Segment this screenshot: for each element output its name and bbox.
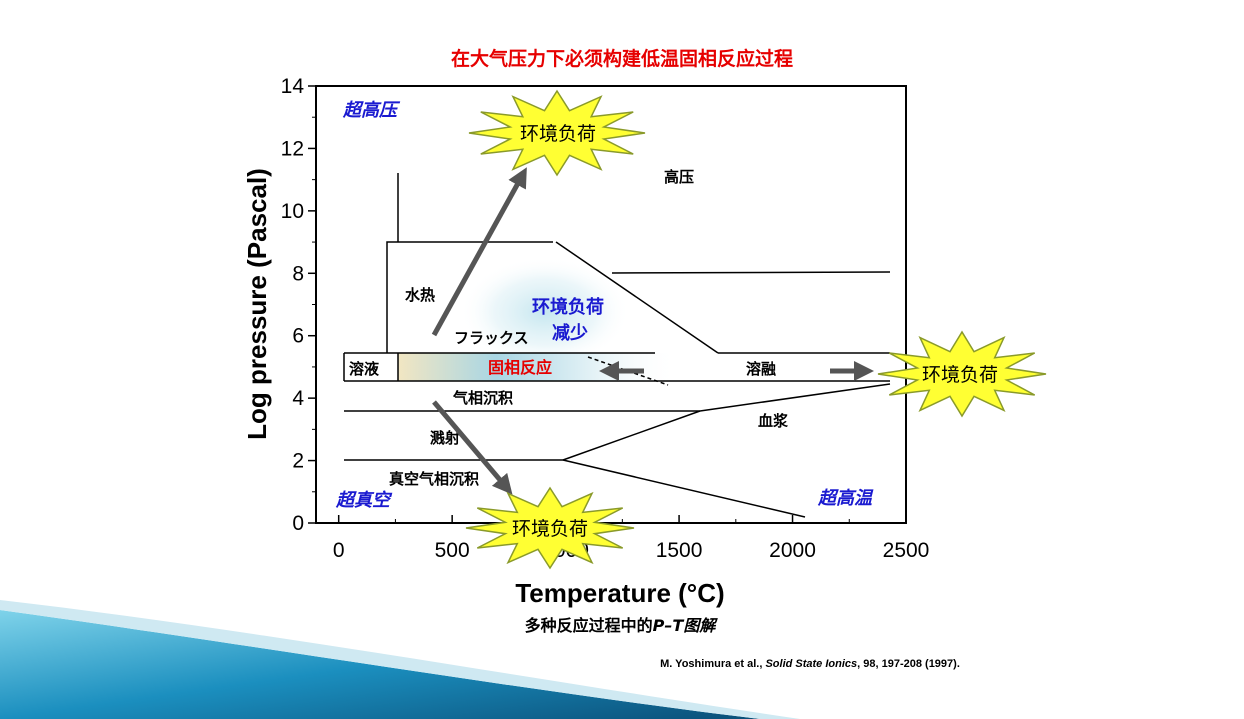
y-tick-label: 14 (281, 75, 305, 98)
corner-label-ultra-high-temp: 超高温 (817, 488, 874, 509)
y-tick-label: 12 (281, 137, 304, 160)
region-hydrothermal: 水热 (405, 286, 435, 304)
caption-prefix: 多种反应过程中的 (524, 616, 653, 635)
x-tick-label: 0 (333, 539, 345, 562)
svg-text:环境负荷: 环境负荷 (512, 518, 588, 540)
solid-state-band (398, 353, 678, 381)
y-tick-label: 8 (292, 262, 304, 285)
citation: M. Yoshimura et al., Solid State Ionics,… (560, 658, 1060, 670)
svg-text:环境负荷: 环境负荷 (922, 364, 998, 386)
region-solid-state: 固相反应 (488, 358, 552, 377)
y-tick-label: 2 (292, 450, 304, 473)
y-tick-label: 10 (281, 200, 304, 223)
citation-authors: M. Yoshimura et al., (660, 658, 766, 670)
region-cvd: 气相沉积 (452, 389, 513, 407)
y-axis: 0 2 4 6 8 10 12 14 (281, 75, 316, 535)
citation-rest: , 98, 197-208 (1997). (857, 658, 960, 670)
region-melt: 溶融 (746, 360, 776, 378)
region-flux: フラックス (454, 329, 529, 347)
x-tick-label: 500 (435, 539, 470, 562)
star-top: 环境负荷 (468, 89, 646, 177)
caption-italic: P–T图解 (652, 616, 716, 635)
region-solution: 溶液 (349, 360, 380, 378)
y-axis-label: Log pressure (Pascal) (242, 168, 272, 440)
x-axis-label: Temperature (°C) (515, 578, 724, 608)
figure-caption: 多种反应过程中的P–T图解 (420, 612, 820, 636)
x-tick-label: 2000 (769, 539, 816, 562)
x-tick-label: 2500 (883, 539, 930, 562)
y-tick-label: 6 (292, 325, 304, 348)
star-bottom: 环境负荷 (465, 486, 635, 570)
glow-region (460, 257, 630, 367)
slide-title: 在大气压力下必须构建低温固相反应过程 (450, 48, 793, 70)
corner-label-ultra-high-pressure: 超高压 (342, 100, 401, 121)
y-tick-label: 0 (292, 512, 304, 535)
y-tick-label: 4 (292, 387, 304, 410)
corner-label-ultra-vacuum: 超真空 (335, 490, 393, 511)
center-note-line1: 环境负荷 (532, 296, 604, 318)
decorative-swoosh (0, 600, 800, 719)
x-tick-label: 1500 (656, 539, 703, 562)
center-note-line2: 减少 (552, 322, 588, 344)
region-high-pressure: 高压 (664, 168, 694, 186)
region-sputtering: 溅射 (430, 429, 460, 447)
star-right: 环境负荷 (877, 330, 1047, 418)
phase-boundaries (343, 173, 891, 518)
arrows (431, 167, 874, 495)
citation-journal: Solid State Ionics (765, 658, 858, 670)
region-plasma: 血浆 (758, 412, 789, 430)
svg-text:环境负荷: 环境负荷 (520, 123, 596, 145)
region-vacuum-cvd: 真空气相沉积 (389, 470, 479, 488)
